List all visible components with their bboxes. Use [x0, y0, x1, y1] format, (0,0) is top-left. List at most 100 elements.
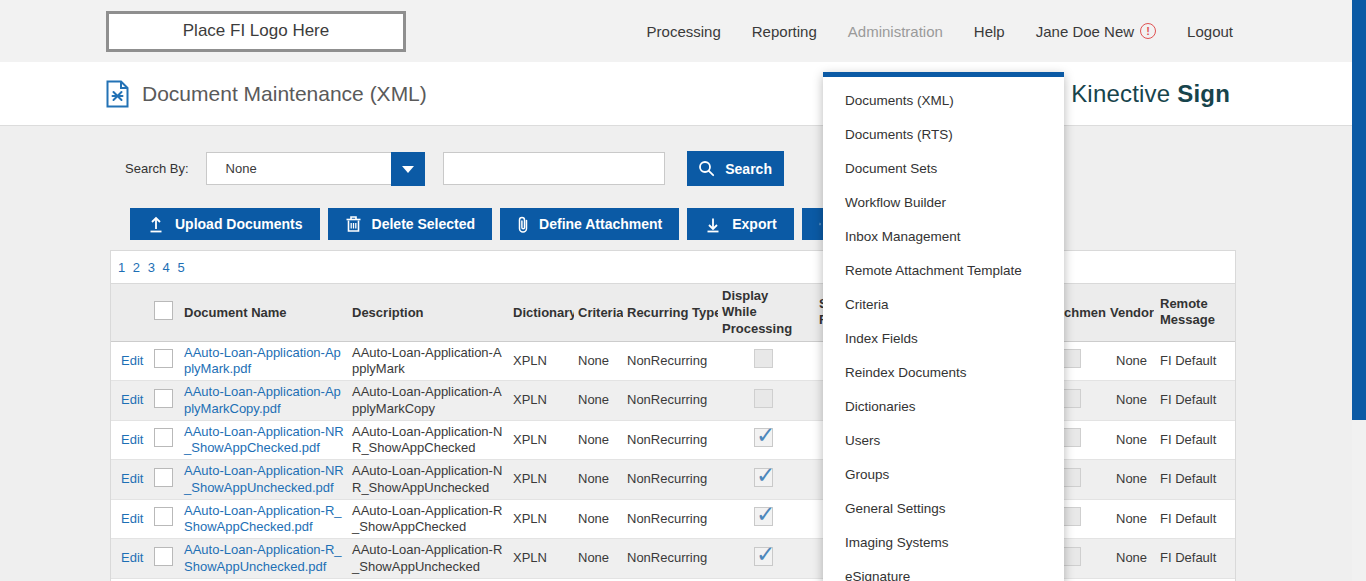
nav-item[interactable]: Help ! [974, 23, 1005, 40]
attachment-checkbox [1062, 547, 1081, 566]
scrollbar-thumb[interactable] [1352, 0, 1366, 420]
nav-item[interactable]: Administration ! [848, 23, 943, 40]
dictionary-cell: XPLN [509, 460, 574, 500]
row-select-checkbox[interactable] [154, 428, 173, 447]
table-row: Edit AAuto-Loan-Application-ApplyMarkCop… [111, 381, 1235, 421]
page-link[interactable]: 1 [118, 260, 125, 275]
brand-logo: Kinective Sign [1071, 80, 1230, 108]
nav-item[interactable]: Processing ! [647, 23, 721, 40]
menu-item[interactable]: Reindex Documents [823, 356, 1064, 390]
document-name-link[interactable]: AAuto-Loan-Application-R_ShowAppUnchecke… [184, 542, 342, 573]
scrollbar-track[interactable] [1352, 0, 1366, 581]
toolbar-button[interactable]: Export [687, 208, 793, 240]
remote-message-cell: FI Default [1154, 499, 1235, 539]
nav-item[interactable]: Logout ! [1187, 23, 1233, 40]
page-link[interactable]: 3 [148, 260, 155, 275]
dictionary-cell: XPLN [509, 381, 574, 421]
search-row: Search By: None Search [125, 152, 1366, 185]
table-row: Edit AAuto-Loan-Application-R_ShowAppUnc… [111, 539, 1235, 579]
document-name-link[interactable]: AAuto-Loan-Application-NR_ShowAppChecked… [184, 424, 344, 455]
documents-panel: 1 2 3 4 5 Document Name Description Dict… [110, 250, 1236, 581]
page-link[interactable]: 5 [177, 260, 184, 275]
document-name-link[interactable]: AAuto-Loan-Application-ApplyMarkCopy.pdf [184, 384, 341, 415]
dictionary-cell: XPLN [509, 499, 574, 539]
chevron-down-icon[interactable] [391, 152, 425, 186]
search-by-label: Search By: [125, 161, 189, 176]
toolbar-button[interactable]: Define Attachment [500, 208, 679, 240]
table-row: Edit AAuto-Loan-Application-NR_ShowAppCh… [111, 420, 1235, 460]
page-link[interactable]: 2 [133, 260, 140, 275]
display-while-processing-checkbox [754, 428, 773, 447]
menu-item[interactable]: Workflow Builder [823, 186, 1064, 220]
alert-icon: ! [1140, 23, 1156, 39]
criteria-cell: None [574, 539, 623, 579]
remote-message-cell: FI Default [1154, 460, 1235, 500]
nav-item-label: Help [974, 23, 1005, 40]
toolbar-button-label: Export [732, 216, 776, 232]
page-link[interactable]: 4 [163, 260, 170, 275]
menu-item[interactable]: Remote Attachment Template [823, 254, 1064, 288]
row-select-checkbox[interactable] [154, 389, 173, 408]
search-button-label: Search [725, 161, 772, 177]
row-select-checkbox[interactable] [154, 349, 173, 368]
menu-item[interactable]: Documents (RTS) [823, 118, 1064, 152]
nav-item-label: Logout [1187, 23, 1233, 40]
upload-icon [147, 216, 165, 233]
pagination: 1 2 3 4 5 [111, 251, 1235, 283]
row-select-checkbox[interactable] [154, 468, 173, 487]
attachment-checkbox [1062, 349, 1081, 368]
menu-item[interactable]: Criteria [823, 288, 1064, 322]
criteria-cell: None [574, 460, 623, 500]
edit-column-header [111, 284, 150, 342]
menu-item[interactable]: Documents (XML) [823, 84, 1064, 118]
menu-item[interactable]: eSignature [823, 560, 1064, 581]
search-by-select[interactable]: None [206, 152, 425, 185]
nav-item[interactable]: Reporting ! [752, 23, 817, 40]
edit-link[interactable]: Edit [121, 432, 143, 447]
criteria-cell: None [574, 420, 623, 460]
display-while-processing-header: Display While Processing [718, 284, 800, 342]
document-xml-icon [106, 80, 129, 108]
document-name-link[interactable]: AAuto-Loan-Application-ApplyMark.pdf [184, 345, 341, 376]
menu-item[interactable]: Imaging Systems [823, 526, 1064, 560]
row-select-checkbox[interactable] [154, 547, 173, 566]
documents-table: Document Name Description Dictionary Cri… [111, 283, 1235, 581]
recurring-type-header: Recurring Type [623, 284, 718, 342]
menu-item[interactable]: Index Fields [823, 322, 1064, 356]
menu-item[interactable]: Document Sets [823, 152, 1064, 186]
toolbar: Upload Documents Delete Selected Define … [130, 208, 1366, 240]
select-all-checkbox[interactable] [154, 301, 173, 320]
menu-item[interactable]: Groups [823, 458, 1064, 492]
nav-item-label: Jane Doe New [1036, 23, 1134, 40]
dictionary-cell: XPLN [509, 539, 574, 579]
search-button[interactable]: Search [687, 151, 784, 186]
menu-item[interactable]: Inbox Management [823, 220, 1064, 254]
vendor-cell: None [1106, 499, 1154, 539]
display-while-processing-checkbox [754, 468, 773, 487]
vendor-cell: None [1106, 341, 1154, 381]
attachment-checkbox [1062, 507, 1081, 526]
download-icon [704, 216, 722, 233]
menu-item[interactable]: Users [823, 424, 1064, 458]
edit-link[interactable]: Edit [121, 550, 143, 565]
vendor-cell: None [1106, 420, 1154, 460]
search-input[interactable] [443, 152, 665, 185]
document-name-link[interactable]: AAuto-Loan-Application-R_ShowAppChecked.… [184, 503, 342, 534]
edit-link[interactable]: Edit [121, 471, 143, 486]
description-cell: AAuto-Loan-Application-ApplyMarkCopy [352, 384, 502, 415]
menu-item[interactable]: General Settings [823, 492, 1064, 526]
description-cell: AAuto-Loan-Application-ApplyMark [352, 345, 502, 376]
toolbar-button[interactable]: Delete Selected [328, 208, 493, 240]
recurring-type-cell: NonRecurring [623, 341, 718, 381]
menu-item[interactable]: Dictionaries [823, 390, 1064, 424]
row-select-checkbox[interactable] [154, 507, 173, 526]
toolbar-button[interactable]: Upload Documents [130, 208, 320, 240]
recurring-type-cell: NonRecurring [623, 460, 718, 500]
document-name-link[interactable]: AAuto-Loan-Application-NR_ShowAppUncheck… [184, 463, 344, 494]
criteria-cell: None [574, 341, 623, 381]
edit-link[interactable]: Edit [121, 511, 143, 526]
nav-item[interactable]: Jane Doe New ! [1036, 23, 1156, 40]
edit-link[interactable]: Edit [121, 392, 143, 407]
toolbar-button-label: Delete Selected [372, 216, 476, 232]
edit-link[interactable]: Edit [121, 353, 143, 368]
